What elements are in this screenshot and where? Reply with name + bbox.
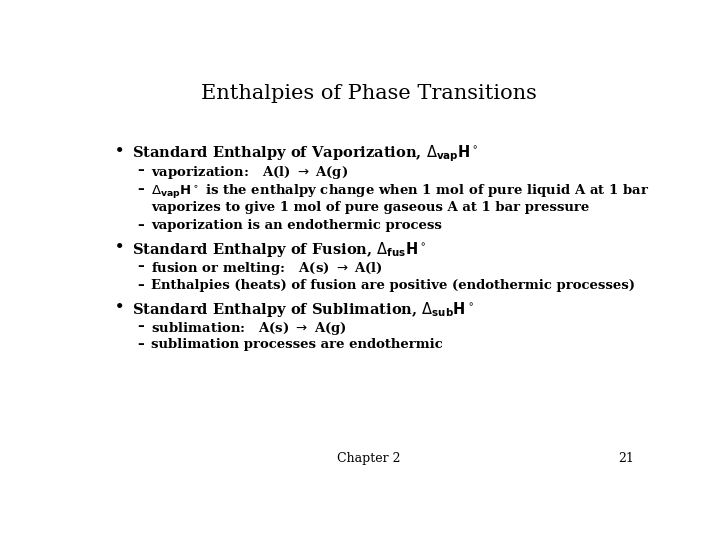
- Text: •: •: [115, 300, 125, 314]
- Text: Enthalpies of Phase Transitions: Enthalpies of Phase Transitions: [201, 84, 537, 103]
- Text: –: –: [138, 260, 144, 273]
- Text: Enthalpies (heats) of fusion are positive (endothermic processes): Enthalpies (heats) of fusion are positiv…: [151, 279, 635, 292]
- Text: –: –: [138, 320, 144, 333]
- Text: –: –: [138, 219, 144, 233]
- Text: sublimation processes are endothermic: sublimation processes are endothermic: [151, 339, 443, 352]
- Text: Standard Enthalpy of Sublimation, $\Delta_{\mathbf{sub}}\mathbf{H}^\circ$: Standard Enthalpy of Sublimation, $\Delt…: [132, 300, 474, 319]
- Text: 21: 21: [618, 452, 634, 465]
- Text: Standard Enthalpy of Fusion, $\Delta_{\mathbf{fus}}\mathbf{H}^\circ$: Standard Enthalpy of Fusion, $\Delta_{\m…: [132, 240, 426, 259]
- Text: –: –: [138, 339, 144, 352]
- Text: $\Delta_{\mathbf{vap}}\mathbf{H}^\circ$ is the enthalpy change when 1 mol of pur: $\Delta_{\mathbf{vap}}\mathbf{H}^\circ$ …: [151, 183, 649, 201]
- Text: •: •: [115, 240, 125, 254]
- Text: Chapter 2: Chapter 2: [337, 452, 401, 465]
- Text: –: –: [138, 279, 144, 292]
- Text: –: –: [138, 183, 144, 197]
- Text: sublimation:   A(s) $\rightarrow$ A(g): sublimation: A(s) $\rightarrow$ A(g): [151, 320, 347, 336]
- Text: •: •: [115, 144, 125, 158]
- Text: –: –: [138, 164, 144, 177]
- Text: vaporizes to give 1 mol of pure gaseous A at 1 bar pressure: vaporizes to give 1 mol of pure gaseous …: [151, 201, 590, 214]
- Text: vaporization is an endothermic process: vaporization is an endothermic process: [151, 219, 442, 233]
- Text: vaporization:   A(l) $\rightarrow$ A(g): vaporization: A(l) $\rightarrow$ A(g): [151, 164, 348, 181]
- Text: Standard Enthalpy of Vaporization, $\Delta_{\mathbf{vap}}\mathbf{H}^\circ$: Standard Enthalpy of Vaporization, $\Del…: [132, 144, 479, 164]
- Text: fusion or melting:   A(s) $\rightarrow$ A(l): fusion or melting: A(s) $\rightarrow$ A(…: [151, 260, 383, 277]
